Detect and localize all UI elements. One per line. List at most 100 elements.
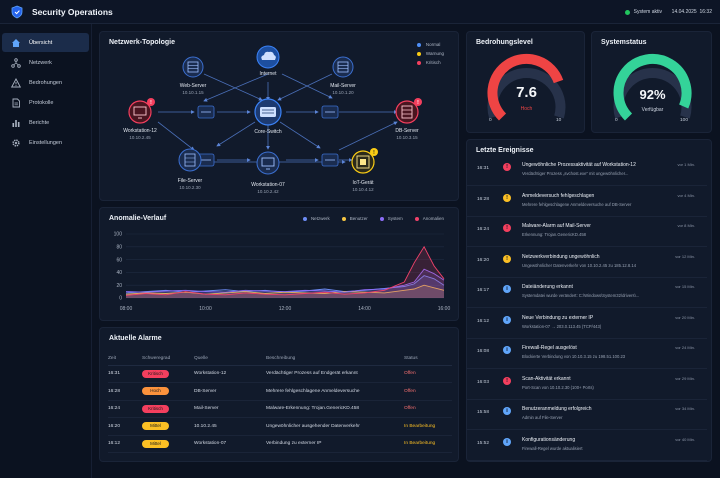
node-web-server[interactable]: Web-Server 10.10.1.15 <box>180 56 207 95</box>
threat-gauge <box>487 53 566 121</box>
gear-icon <box>12 138 20 147</box>
legend-system: System <box>379 216 403 221</box>
event-age: vor 40 Min. <box>675 436 695 442</box>
event-item[interactable]: 16:28! Anmeldeversuch fehlgeschlagen Mehre… <box>467 188 707 217</box>
severity-badge: Mittel <box>142 439 169 448</box>
event-description: Firewall-Regel wurde aktualisiert <box>522 445 583 451</box>
table-row[interactable]: 16:12 Mittel Workstation-07 Verbindung zu e… <box>108 435 452 453</box>
legend-benutzer: Benutzer <box>341 216 368 221</box>
node-label: File-Server <box>178 178 203 184</box>
event-title: Benutzeranmeldung erfolgreich <box>522 406 592 412</box>
sidebar-item-berichte[interactable]: Berichte <box>2 113 89 132</box>
table-row[interactable]: 16:20 Mittel 10.10.2.45 Ungewöhnlicher ausg… <box>108 417 452 436</box>
node-file-server[interactable]: File-Server 10.10.2.30 <box>178 148 203 190</box>
legend-critical: Kritisch <box>416 58 444 67</box>
alert-icon: ! <box>503 376 511 385</box>
event-item[interactable]: 16:08 i Firewall-Regel ausgelöst Blockierte… <box>467 340 707 369</box>
node-internet[interactable]: Internet <box>256 45 280 77</box>
node-ip: 10.10.1.15 <box>182 90 204 95</box>
x-tick-label: 16:00 <box>438 306 451 312</box>
event-time: 16:17 <box>477 288 490 293</box>
shield-logo-icon <box>11 5 23 18</box>
event-title: Scan-Aktivität erkannt <box>522 375 571 382</box>
node-ip: 10.10.2.45 <box>129 135 151 140</box>
y-tick-label: 80 <box>116 245 122 251</box>
node-label: Internet <box>260 71 278 77</box>
anomaly-chart: 0 20 40 60 80 100 08:00 10:00 12:00 14:00 16:00 <box>114 232 451 312</box>
sidebar-item-einstellungen[interactable]: Einstellungen <box>2 133 89 152</box>
topology-legend: Normal Warnung Kritisch <box>416 40 444 67</box>
node-label: Workstation-07 <box>251 182 285 188</box>
document-icon <box>12 98 20 107</box>
y-tick-label: 20 <box>116 283 122 289</box>
event-item[interactable]: 16:20! Netzwerkverbindung ungewöhnlich Ung… <box>467 249 707 278</box>
node-mail-server[interactable]: Mail-Server 10.10.1.20 <box>330 56 356 95</box>
series-area <box>126 246 444 298</box>
table-row[interactable]: 16:31 Kritisch Workstation-12 Verdächtiger … <box>108 365 452 383</box>
gauge-min: 0 <box>489 118 492 123</box>
critical-badge-icon <box>147 98 155 106</box>
event-item[interactable]: 15:58 i Benutzeranmeldung erfolgreich Admin… <box>467 401 707 430</box>
event-item[interactable]: 15:52 i Konfigurationsänderung Firewall-Reg… <box>467 432 707 461</box>
sidebar-item-uebersicht[interactable]: Übersicht <box>2 33 89 52</box>
x-tick-label: 12:00 <box>279 306 292 312</box>
legend-warning: Warnung <box>416 49 444 58</box>
panel-title: Letzte Ereignisse <box>476 147 534 154</box>
hub-left-icon <box>197 105 215 119</box>
event-title: Neue Verbindung zu externer IP <box>522 314 594 321</box>
alarm-status: Offen <box>404 382 452 401</box>
node-ip: 10.10.1.20 <box>332 90 354 95</box>
alarm-time: 16:12 <box>108 435 142 453</box>
x-tick-label: 14:00 <box>358 306 371 312</box>
time-label: 16:32 <box>699 9 712 15</box>
node-ip: 10.10.4.12 <box>352 187 374 192</box>
event-item[interactable]: 16:17 i Dateiänderung erkannt Systemdatei w… <box>467 279 707 308</box>
anomaly-legend: Netzwerk Benutzer System Anomalien <box>291 216 444 221</box>
event-description: Ungewöhnlicher Datenverkehr von 10.10.2.… <box>522 262 637 268</box>
system-value: 92% <box>639 87 666 102</box>
event-age: vor 1 Min. <box>677 162 695 167</box>
anomaly-history-panel: Anomalie-Verlauf Netzwerk Benutzer Syste… <box>99 207 459 321</box>
gauge-max: 10 <box>556 118 562 123</box>
event-title: Netzwerkverbindung ungewöhnlich <box>522 253 600 260</box>
threat-label: Hoch <box>520 106 533 112</box>
sidebar-item-bedrohungen[interactable]: Bedrohungen <box>2 73 89 92</box>
node-core-switch[interactable]: Core-Switch <box>254 98 282 135</box>
table-row[interactable]: 16:28 Hoch DB-Server Mehrere fehlgeschlagen… <box>108 382 452 401</box>
system-status-indicator: System aktiv <box>624 9 662 15</box>
event-item[interactable]: 16:31! Ungewöhnliche Prozessaktivität auf… <box>467 157 707 186</box>
sidebar-item-netzwerk[interactable]: Netzwerk <box>2 53 89 72</box>
events-panel: Letzte Ereignisse 16:31! Ungewöhnliche Pr… <box>466 139 712 462</box>
event-item[interactable]: 16:12 i Neue Verbindung zu externer IP Work… <box>467 310 707 339</box>
info-icon: i <box>503 437 511 446</box>
svg-text:!: ! <box>373 150 375 156</box>
alarm-description: Mehrere fehlgeschlagene Anmeldeversuche <box>266 382 404 401</box>
table-row[interactable]: 16:24 Kritisch Mail-Server Malware-Erkennun… <box>108 400 452 418</box>
event-description: Verdächtiger Prozess „svchost.exe“ mit u… <box>522 171 629 176</box>
node-db-server[interactable]: ! DB-Server 10.10.3.15 <box>395 98 422 140</box>
event-item[interactable]: 16:03! Scan-Aktivität erkannt Port-Scan vo… <box>467 371 707 400</box>
sidebar-item-protokolle[interactable]: Protokolle <box>2 93 89 112</box>
alarm-description: Verdächtiger Prozess auf Endgerät erkann… <box>266 365 404 383</box>
warning-badge-icon <box>370 148 378 156</box>
node-workstation-07[interactable]: Workstation-07 10.10.2.42 <box>251 151 285 194</box>
alarm-status: In Bearbeitung <box>404 435 452 453</box>
severity-badge: Hoch <box>142 387 169 396</box>
sidebar-item-label: Einstellungen <box>29 139 63 146</box>
bar-chart-icon <box>12 119 20 127</box>
column-header: Beschreibung <box>266 352 404 366</box>
node-iot-device[interactable]: ! IoT-Gerät 10.10.4.12 <box>351 148 378 192</box>
node-label: DB-Server <box>395 128 419 134</box>
event-description: Workstation-07 → 203.0.113.45 (TCP/443) <box>522 323 602 329</box>
series-area <box>126 285 444 298</box>
table-header-row: Zeit Schweregrad Quelle Beschreibung Sta… <box>108 352 452 366</box>
event-time: 16:31 <box>477 166 490 171</box>
event-item[interactable]: 16:24! Malware-Alarm auf Mail-Server Erken… <box>467 218 707 247</box>
alarm-time: 16:24 <box>108 400 142 418</box>
node-workstation-12[interactable]: ! Workstation-12 10.10.2.45 <box>123 98 157 140</box>
app-title: Security Operations <box>32 6 113 17</box>
gauge-min: 0 <box>615 118 618 123</box>
alert-icon: ! <box>503 163 511 171</box>
event-title: Anmeldeversuch fehlgeschlagen <box>522 192 595 199</box>
y-tick-label: 0 <box>119 296 122 302</box>
